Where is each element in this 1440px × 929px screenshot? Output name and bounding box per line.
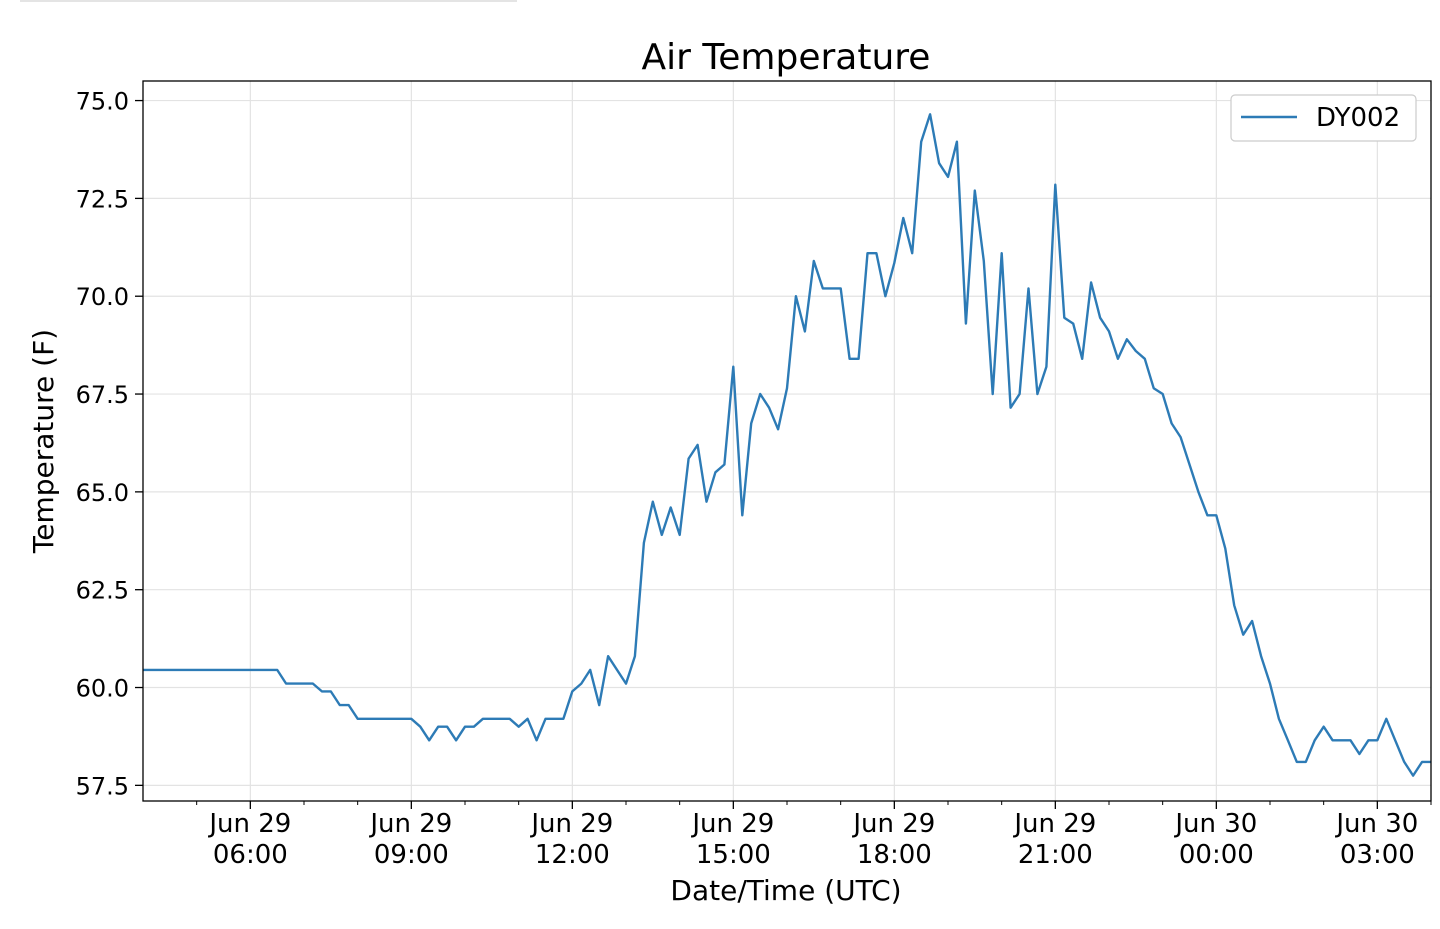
x-tick-label-time: 18:00 xyxy=(857,840,932,870)
series-line-dy002 xyxy=(143,113,1431,777)
chart-title: Air Temperature xyxy=(642,37,931,78)
x-tick-label-date: Jun 29 xyxy=(529,809,613,839)
plot-series xyxy=(143,113,1431,777)
x-tick-label-date: Jun 30 xyxy=(1334,809,1418,839)
x-tick-label-date: Jun 29 xyxy=(207,809,291,839)
x-tick-label-time: 00:00 xyxy=(1179,840,1254,870)
x-tick-label-date: Jun 29 xyxy=(368,809,452,839)
legend: DY002 xyxy=(1230,94,1417,142)
x-tick-label-time: 06:00 xyxy=(213,840,288,870)
x-tick-label-time: 03:00 xyxy=(1340,840,1415,870)
y-tick-label: 72.5 xyxy=(76,185,129,213)
x-tick-label-time: 15:00 xyxy=(696,840,771,870)
y-tick-label: 65.0 xyxy=(76,479,129,507)
y-tick-label: 70.0 xyxy=(76,283,129,311)
y-tick-label: 67.5 xyxy=(76,381,129,409)
y-tick-label: 62.5 xyxy=(76,577,129,605)
x-tick-label-date: Jun 29 xyxy=(851,809,935,839)
y-tick-label: 75.0 xyxy=(76,88,129,116)
x-tick-label-date: Jun 29 xyxy=(1012,809,1096,839)
y-tick-label: 60.0 xyxy=(76,675,129,703)
legend-label: DY002 xyxy=(1316,103,1400,133)
plot-frame xyxy=(142,80,1432,802)
x-tick-label-time: 21:00 xyxy=(1018,840,1093,870)
x-tick-label-time: 12:00 xyxy=(535,840,610,870)
x-tick-label-date: Jun 29 xyxy=(690,809,774,839)
top-divider xyxy=(20,0,517,2)
gridlines xyxy=(143,81,1431,801)
y-axis-label: Temperature (F) xyxy=(27,329,60,554)
y-tick-label: 57.5 xyxy=(76,772,129,800)
x-tick-label-time: 09:00 xyxy=(374,840,449,870)
x-axis-label: Date/Time (UTC) xyxy=(670,874,901,907)
legend-box xyxy=(1230,94,1417,142)
x-tick-label-date: Jun 30 xyxy=(1173,809,1257,839)
